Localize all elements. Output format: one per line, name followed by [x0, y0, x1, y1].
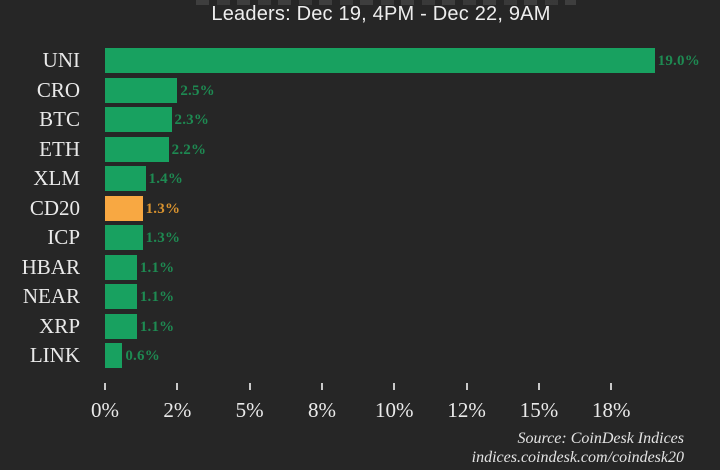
category-label-xrp: XRP — [39, 313, 80, 338]
x-axis-tick — [176, 383, 179, 390]
category-label-link: LINK — [29, 343, 80, 367]
source-credit: Source: CoinDesk Indices — [517, 430, 684, 447]
bar-link — [105, 343, 123, 368]
x-axis-tick-label: 18% — [592, 398, 631, 422]
category-label-near: NEAR — [22, 284, 80, 308]
x-axis-tick-label: 8% — [307, 398, 336, 422]
value-label-uni: 19.0% — [657, 53, 700, 69]
category-label-icp: ICP — [47, 225, 80, 249]
x-axis-tick-label: 10% — [375, 398, 414, 422]
x-axis-tick — [320, 383, 323, 390]
category-label-hbar: HBAR — [21, 254, 80, 279]
x-axis-tick — [537, 383, 540, 390]
bar-eth — [105, 136, 169, 162]
bar-uni — [105, 48, 655, 73]
bar-cro — [105, 77, 178, 103]
x-axis-tick — [610, 383, 613, 390]
bar-near — [105, 284, 137, 309]
x-axis-tick-label: 2% — [163, 398, 192, 422]
source-url: indices.coindesk.com/coindesk20 — [471, 449, 684, 466]
value-label-xlm: 1.4% — [148, 171, 184, 187]
x-axis-tick — [465, 383, 468, 390]
category-label-btc: BTC — [39, 107, 80, 131]
x-axis-tick — [248, 383, 251, 390]
value-label-link: 0.6% — [125, 348, 160, 364]
category-label-cd20: CD20 — [29, 195, 80, 220]
bar-hbar — [105, 254, 137, 280]
x-axis-tick — [393, 383, 396, 390]
category-label-eth: ETH — [39, 136, 80, 161]
chart-title: Leaders: Dec 19, 4PM - Dec 22, 9AM — [211, 3, 551, 25]
x-axis-tick-label: 5% — [235, 398, 264, 422]
category-label-cro: CRO — [36, 77, 80, 102]
value-label-near: 1.1% — [139, 289, 175, 305]
value-label-cro: 2.5% — [180, 82, 215, 99]
bar-btc — [105, 107, 172, 132]
x-axis-tick — [104, 383, 106, 390]
value-label-btc: 2.3% — [174, 112, 210, 128]
bar-icp — [105, 225, 143, 250]
value-label-cd20: 1.3% — [145, 200, 181, 217]
x-axis-tick-label: 0% — [91, 398, 119, 422]
value-label-xrp: 1.1% — [139, 318, 175, 335]
bar-xrp — [105, 313, 137, 339]
value-label-hbar: 1.1% — [139, 259, 175, 276]
bar-xlm — [105, 166, 146, 191]
value-label-eth: 2.2% — [171, 141, 207, 158]
category-label-xlm: XLM — [33, 166, 80, 190]
category-label-uni: UNI — [42, 48, 80, 72]
bar-cd20 — [105, 195, 143, 221]
x-axis-tick-label: 15% — [519, 398, 559, 422]
clipped-title-fragment — [196, 0, 576, 5]
x-axis-tick-label: 12% — [447, 398, 486, 422]
value-label-icp: 1.3% — [145, 230, 181, 246]
